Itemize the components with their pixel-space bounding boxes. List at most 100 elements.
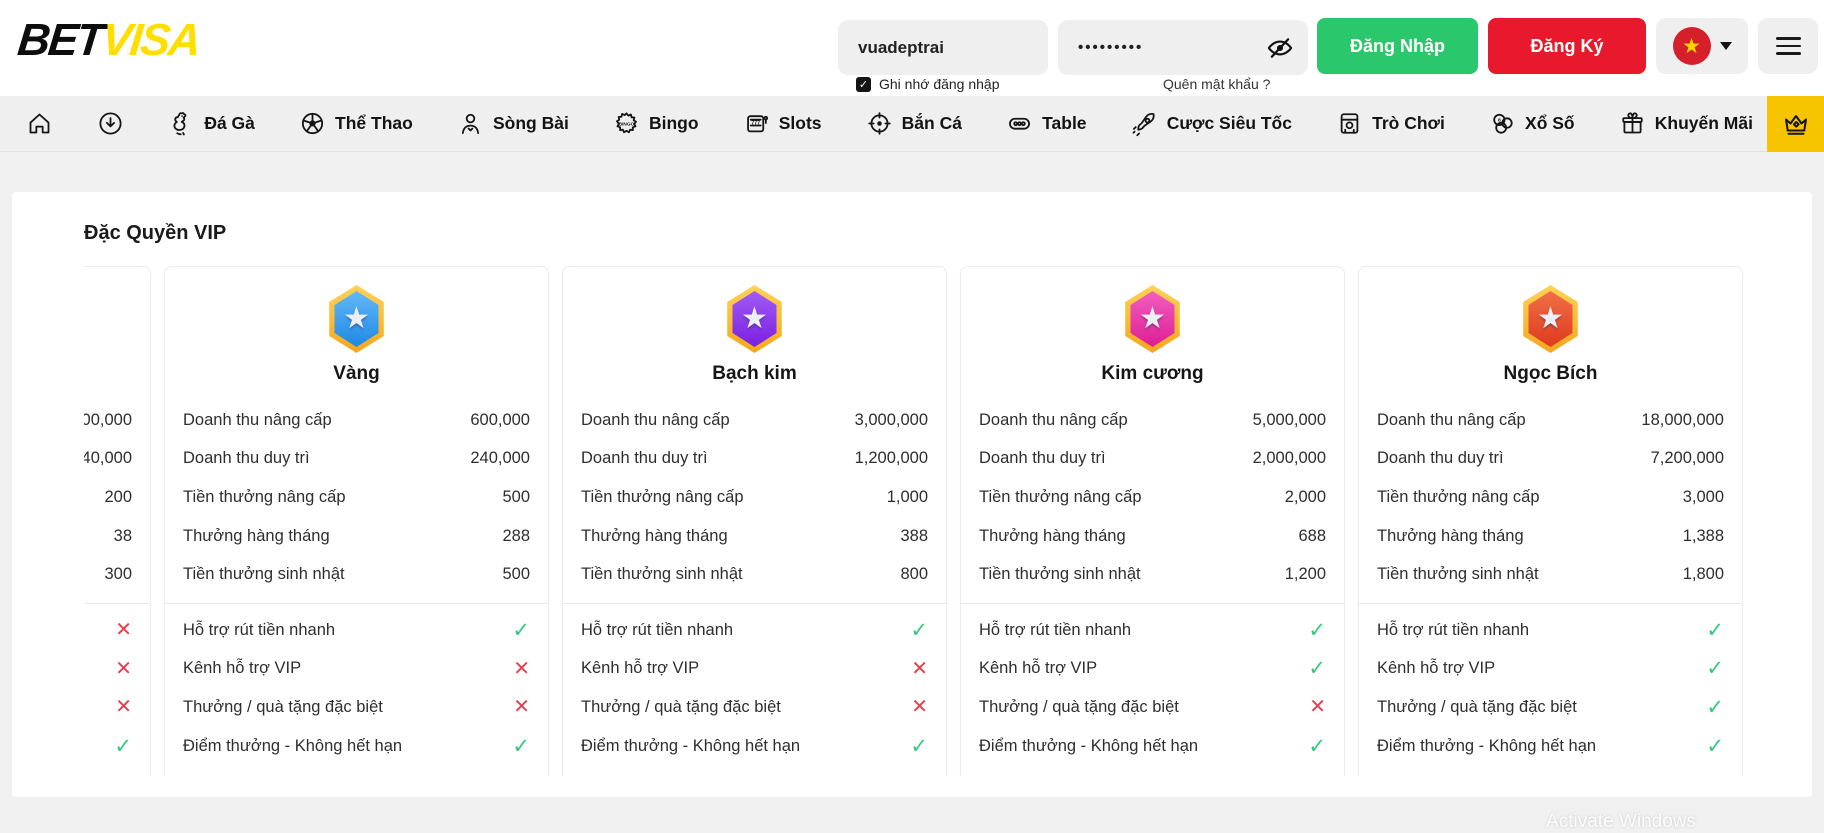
vip-tier-name: Bạch kim (712, 363, 797, 384)
vip-feature-row: Kênh hỗ trợ VIP ✕ (84, 650, 150, 689)
check-icon: ✓ (1308, 657, 1326, 681)
nav-tro-choi[interactable]: Trò Chơi (1336, 110, 1445, 137)
nav-table[interactable]: Table (1006, 110, 1087, 137)
check-icon: ✓ (1706, 734, 1724, 758)
check-icon: ✓ (512, 734, 530, 758)
check-icon: ✓ (1308, 734, 1326, 758)
eye-off-icon[interactable] (1266, 34, 1294, 62)
nav-label: Bingo (648, 113, 699, 133)
remember-checkbox[interactable]: ✓ (856, 76, 871, 92)
nav-bingo[interactable]: BINGO Bingo (613, 110, 699, 137)
vip-feature-row: Điểm thưởng - Không hết hạn ✓ (961, 727, 1344, 766)
stat-label: Tiền thưởng nâng cấp (979, 487, 1142, 506)
stat-value: 500 (502, 487, 530, 506)
cross-icon: ✕ (513, 696, 530, 719)
cross-icon: ✕ (115, 657, 132, 680)
card-divider (84, 602, 150, 604)
stat-value: 388 (900, 526, 928, 545)
vip-tier-name: Ngọc Bích (1503, 363, 1598, 384)
vip-tier-name: Vàng (333, 363, 380, 384)
vip-feature-row: Kênh hỗ trợ VIP ✕ (563, 650, 946, 689)
vip-stat-row: Tiền thưởng sinh nhật 300 (84, 555, 150, 594)
password-input[interactable]: ••••••••• (1058, 20, 1308, 75)
stat-value: 1,388 (1682, 526, 1724, 545)
vip-cards-row: ★ Doanh thu nâng cấp 00,000 Doanh thu du… (84, 266, 1812, 776)
nav-cuoc-sieu-toc[interactable]: Cược Siêu Tốc (1131, 110, 1292, 137)
card-divider (165, 602, 548, 604)
feature-label: Hỗ trợ rút tiền nhanh (183, 620, 336, 639)
vip-stat-row: Tiền thưởng nâng cấp 3,000 (1359, 478, 1742, 517)
feature-label: Điểm thưởng - Không hết hạn (1377, 736, 1597, 755)
nav-home[interactable] (26, 110, 53, 137)
card-divider (961, 602, 1344, 604)
star-icon: ★ (1537, 302, 1564, 335)
vip-feature-list: Hỗ trợ rút tiền nhanh ✓ Kênh hỗ trợ VIP … (961, 611, 1344, 765)
vip-stat-list: Doanh thu nâng cấp 18,000,000 Doanh thu … (1359, 401, 1742, 594)
check-icon: ✓ (1308, 618, 1326, 642)
activate-windows-watermark: Activate Windows (1546, 811, 1696, 832)
vietnam-flag-icon: ★ (1672, 27, 1711, 65)
vip-feature-row: Hỗ trợ rút tiền nhanh ✓ (1359, 611, 1742, 650)
stat-value: 200 (104, 487, 132, 506)
stat-value: 1,800 (1682, 565, 1724, 584)
login-button[interactable]: Đăng Nhập (1317, 18, 1478, 74)
nav-vip-active-tab[interactable] (1767, 95, 1824, 152)
nav-the-thao[interactable]: Thể Thao (299, 110, 413, 137)
cross-icon: ✕ (513, 657, 530, 680)
vip-feature-row: Điểm thưởng - Không hết hạn ✓ (165, 727, 548, 766)
hamburger-menu-button[interactable] (1758, 18, 1818, 74)
register-button[interactable]: Đăng Ký (1488, 18, 1646, 74)
stat-value: 1,200,000 (854, 449, 928, 468)
top-bar: BETVISA vuadeptrai ••••••••• ✓ Ghi nhớ đ… (0, 0, 1824, 96)
soccer-ball-icon (301, 112, 324, 135)
stat-value: 300 (104, 565, 132, 584)
vip-stat-row: Tiền thưởng nâng cấp 500 (165, 478, 548, 517)
stat-value: 1,000 (886, 487, 928, 506)
stat-value: 40,000 (84, 449, 132, 468)
cross-icon: ✕ (115, 696, 132, 719)
svg-text:8: 8 (1498, 118, 1501, 124)
nav-label: Cược Siêu Tốc (1166, 113, 1292, 133)
nav-song-bai[interactable]: Sòng Bài (457, 110, 569, 137)
star-icon: ★ (741, 302, 768, 335)
page-title: Đặc Quyền VIP (84, 222, 227, 244)
table-games-icon (1009, 117, 1031, 130)
vip-stat-row: Thưởng hàng tháng 688 (961, 517, 1344, 556)
stat-value: 1,200 (1284, 565, 1326, 584)
feature-label: Thưởng / quà tặng đặc biệt (183, 697, 383, 716)
feature-label: Kênh hỗ trợ VIP (183, 659, 302, 678)
username-input[interactable]: vuadeptrai (838, 20, 1048, 75)
feature-label: Kênh hỗ trợ VIP (1377, 659, 1496, 678)
vip-stat-row: Doanh thu duy trì 1,200,000 (563, 440, 946, 479)
vip-feature-row: Kênh hỗ trợ VIP ✓ (961, 650, 1344, 689)
stat-value: 600,000 (470, 410, 530, 429)
vip-feature-list: Hỗ trợ rút tiền nhanh ✕ Kênh hỗ trợ VIP … (84, 611, 150, 765)
nav-khuyen-mai[interactable]: Khuyến Mãi (1619, 110, 1753, 137)
nav-download[interactable] (97, 110, 124, 137)
forgot-password-link[interactable]: Quên mật khẩu ? (1163, 76, 1271, 92)
betvisa-logo[interactable]: BETVISA (15, 14, 201, 66)
feature-label: Hỗ trợ rút tiền nhanh (979, 620, 1132, 639)
feature-label: Hỗ trợ rút tiền nhanh (1377, 620, 1530, 639)
vip-feature-row: Hỗ trợ rút tiền nhanh ✓ (165, 611, 548, 650)
nav-ban-ca[interactable]: Bắn Cá (866, 110, 962, 137)
vip-stat-row: Thưởng hàng tháng 1,388 (1359, 517, 1742, 556)
check-icon: ✓ (1706, 618, 1724, 642)
star-icon: ★ (343, 302, 370, 335)
nav-label: Table (1042, 113, 1087, 133)
nav-xo-so[interactable]: 8 Xổ Số (1489, 110, 1575, 137)
vip-feature-list: Hỗ trợ rút tiền nhanh ✓ Kênh hỗ trợ VIP … (563, 611, 946, 765)
language-dropdown[interactable]: ★ (1656, 18, 1748, 74)
nav-slots[interactable]: 777 Slots (743, 110, 822, 137)
vip-badge-wrap: ★ (165, 285, 548, 357)
vip-stat-list: Doanh thu nâng cấp 600,000 Doanh thu duy… (165, 401, 548, 594)
check-icon: ✓ (1706, 695, 1724, 719)
cross-icon: ✕ (1309, 696, 1326, 719)
stat-label: Thưởng hàng tháng (979, 526, 1126, 545)
nav-da-ga[interactable]: Đá Gà (168, 110, 255, 137)
nav-label: Bắn Cá (901, 113, 962, 133)
vip-stat-row: Tiền thưởng nâng cấp 200 (84, 478, 150, 517)
vip-stat-row: Tiền thưởng sinh nhật 800 (563, 555, 946, 594)
feature-label: Kênh hỗ trợ VIP (581, 659, 700, 678)
stat-value: 3,000 (1682, 487, 1724, 506)
